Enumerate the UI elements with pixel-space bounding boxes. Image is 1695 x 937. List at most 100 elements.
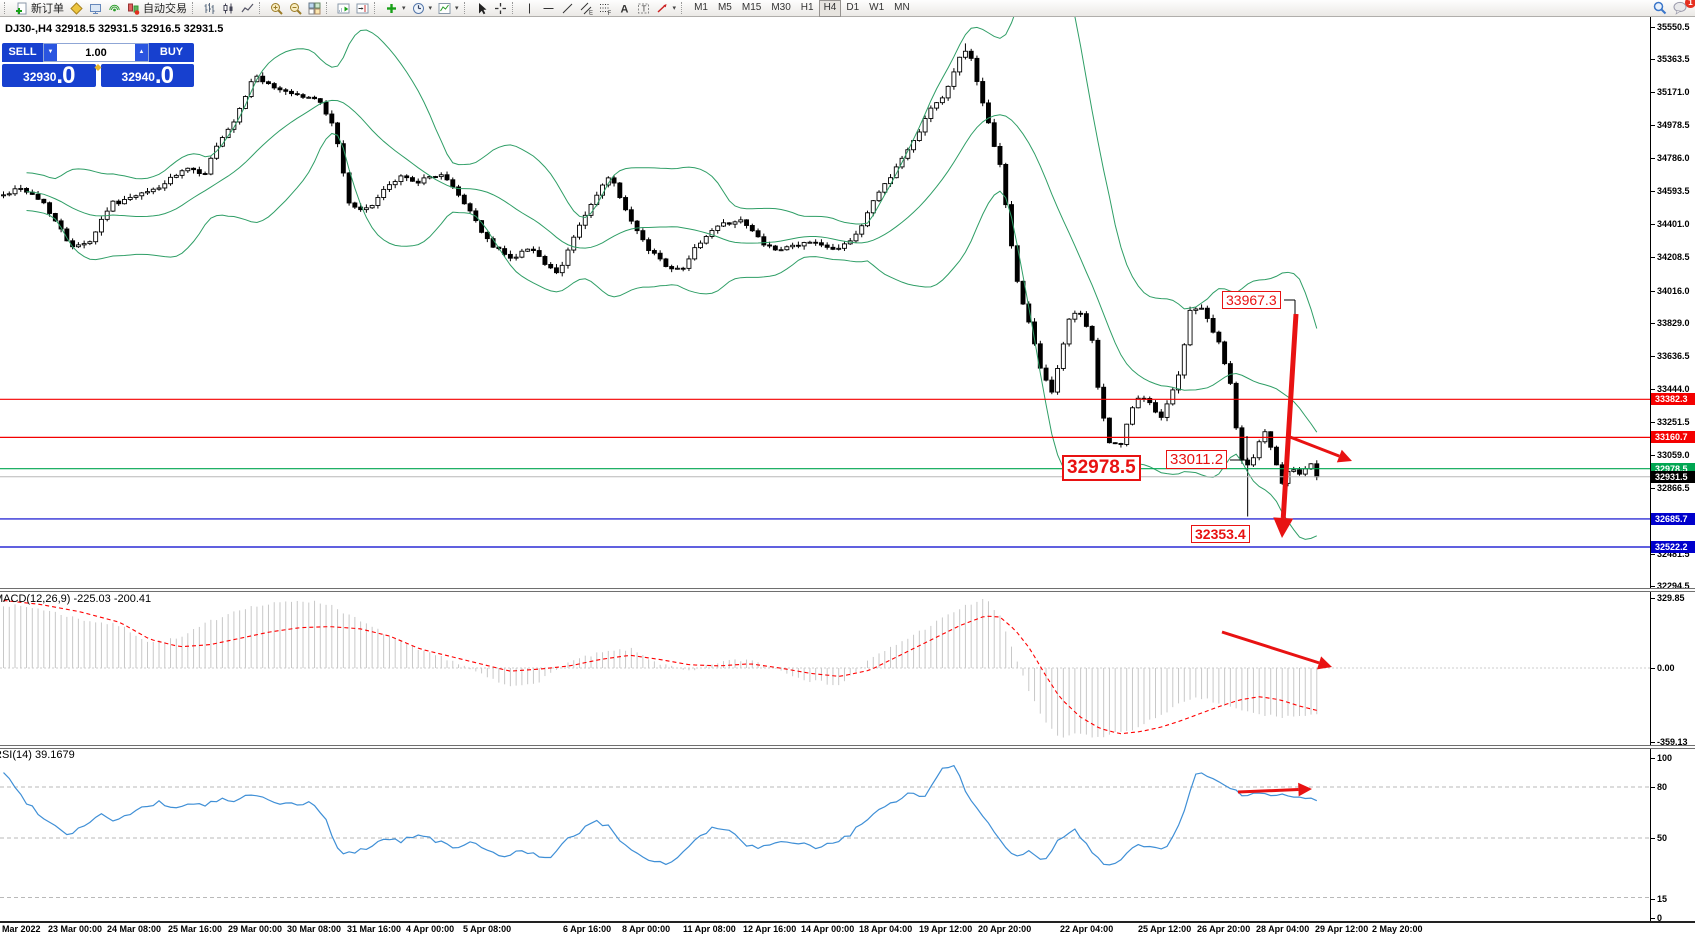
timeframe-button-h4[interactable]: H4 [818,0,842,17]
timeframe-button-m5[interactable]: M5 [717,1,732,13]
signals-button[interactable] [105,1,124,16]
arrows-button[interactable]: ▾ [653,1,680,16]
bar-chart-button[interactable] [200,1,219,16]
price-badge: 32685.7 [1651,512,1695,525]
zoom-in-button[interactable] [267,1,286,16]
rsi-chart[interactable] [0,748,1650,921]
text-button[interactable]: A [615,1,634,16]
sell-price-button[interactable]: 32930.0 [2,64,96,88]
price-annotation[interactable]: 33967.3 [1222,291,1281,310]
vertical-line-icon [523,2,536,15]
auto-trading-button[interactable]: 自动交易 [124,1,190,16]
axis-tick-mark [1651,487,1655,489]
time-label: 4 Apr 00:00 [406,924,455,934]
svg-text:F: F [607,11,611,15]
templates-button[interactable]: ▾ [435,1,462,16]
indicator-tick: -359.13 [1657,737,1688,747]
zoom-in-icon [270,2,283,15]
periods-button[interactable]: ▾ [409,1,436,16]
sell-price: 32930 [23,70,57,84]
axis-tick-mark [1651,668,1655,669]
chevron-down-icon: ▾ [428,5,433,12]
chevron-down-icon: ▾ [402,5,406,12]
channel-button[interactable]: E [577,1,596,16]
new-order-button[interactable]: 新订单 [12,1,67,16]
pane-splitter[interactable] [0,588,1695,592]
timeframe-button-m1[interactable]: M1 [694,1,708,13]
search-button[interactable] [1650,1,1670,16]
timeframe-button-mn[interactable]: MN [894,1,910,13]
macd-pane[interactable]: MACD(12,26,9) -225.03 -200.41 [0,592,1650,745]
price-annotation[interactable]: 32353.4 [1191,525,1250,544]
indicators-icon [385,2,398,15]
cursor-icon [475,2,488,15]
price-tick: 34401.0 [1657,219,1690,230]
time-label: Mar 2022 [2,924,41,934]
fibonacci-button[interactable]: F [596,1,615,16]
axis-tick-mark [1651,918,1655,919]
axis-tick-mark [1651,27,1655,28]
line-chart-button[interactable] [238,1,257,16]
buy-price-frac: .0 [154,62,174,89]
text-label-button[interactable]: T [634,1,653,16]
volume-decrease-button[interactable]: ▼ [44,44,57,61]
auto-scroll-button[interactable] [334,1,353,16]
horizontal-line-button[interactable] [539,1,558,16]
monitor-icon [89,2,102,15]
volume-increase-button[interactable]: ▲ [135,44,148,61]
macd-chart[interactable] [0,592,1650,745]
time-label: 25 Mar 16:00 [168,924,223,934]
chevron-down-icon: ▾ [672,5,677,12]
time-axis[interactable]: Mar 2022 23 Mar 00:00 24 Mar 08:00 25 Mar 1… [0,923,1695,937]
axis-tick-mark [1651,742,1655,743]
volume-input[interactable] [57,44,135,61]
svg-text:E: E [589,10,593,15]
terminal-button[interactable] [86,1,105,16]
indicators-button[interactable]: ▾ [382,1,409,16]
market-watch-button[interactable] [67,1,86,16]
timeframe-button-w1[interactable]: W1 [869,1,885,13]
timeframe-button-m30[interactable]: M30 [771,1,791,13]
trendline-button[interactable] [558,1,577,16]
axis-tick-mark [1651,838,1655,839]
candlestick-chart-button[interactable] [219,1,238,16]
toolbar-grip [259,2,264,14]
main-chart-pane[interactable]: DJ30-,H4 32918.5 32931.5 32916.5 32931.5… [0,17,1650,588]
price-tick: 33251.5 [1657,416,1690,427]
vertical-line-button[interactable] [520,1,539,16]
tile-windows-button[interactable] [305,1,324,16]
price-tick: 34016.0 [1657,285,1690,296]
axis-tick-mark [1651,899,1655,900]
timeframe-button-m15[interactable]: M15 [741,1,762,13]
sell-button[interactable]: SELL [2,43,43,62]
rsi-pane[interactable]: RSI(14) 39.1679 [0,748,1650,921]
axis-tick-mark [1651,322,1655,324]
axis-tick-mark [1651,758,1655,759]
timeframe-button-d1[interactable]: D1 [846,1,860,13]
price-badge: 33382.3 [1651,393,1695,406]
price-tick: 32481.5 [1657,549,1690,559]
cursor-button[interactable] [472,1,491,16]
chevron-down-icon: ▾ [455,5,459,12]
notification-count-badge: 1 [1685,0,1695,8]
price-annotation[interactable]: 32978.5 [1062,455,1141,481]
chart-shift-button[interactable] [353,1,372,16]
jewel-icon [70,1,83,15]
timeframe-button-h1[interactable]: H1 [800,1,814,13]
candlestick-chart[interactable] [0,17,1650,588]
buy-button[interactable]: BUY [149,43,194,62]
zoom-out-button[interactable] [286,1,305,16]
notifications-button[interactable]: 1 [1670,0,1695,16]
crosshair-button[interactable] [491,1,510,16]
toolbar-grip [374,2,379,14]
buy-price-button[interactable]: 32940.0 [100,62,194,89]
rsi-label: RSI(14) 39.1679 [0,749,75,761]
pane-splitter[interactable] [0,745,1695,749]
indicator-tick: 80 [1657,782,1668,792]
axis-tick-mark [1651,257,1655,259]
zoom-out-icon [289,2,302,15]
time-label: 12 Apr 16:00 [743,924,797,934]
price-annotation[interactable]: 33011.2 [1166,450,1228,470]
price-axis[interactable]: 35550.5 35363.5 35171.0 34978.5 34786.0 34593… [1650,17,1695,923]
axis-tick-mark [1651,787,1655,788]
